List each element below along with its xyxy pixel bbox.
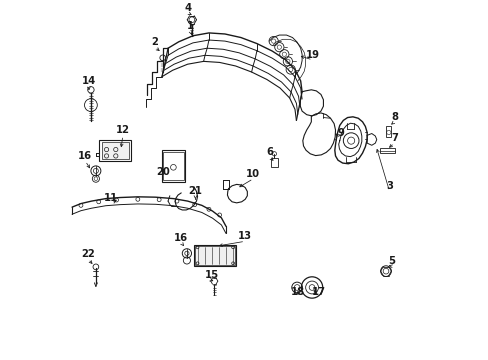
Text: 13: 13	[238, 231, 252, 241]
Text: 16: 16	[174, 233, 188, 243]
Text: 2: 2	[151, 37, 158, 47]
Text: 20: 20	[156, 167, 170, 177]
Bar	[385, 126, 390, 137]
Text: 22: 22	[81, 249, 95, 259]
Text: 12: 12	[116, 125, 129, 135]
Bar	[163, 152, 183, 180]
Bar	[271, 158, 277, 167]
Text: 4: 4	[183, 3, 191, 13]
Text: 3: 3	[385, 181, 392, 192]
Bar	[194, 245, 236, 266]
Text: 9: 9	[337, 128, 344, 138]
Text: 11: 11	[104, 193, 118, 203]
Text: 6: 6	[266, 147, 273, 157]
Text: 5: 5	[387, 256, 395, 266]
Bar	[195, 246, 234, 265]
Bar	[99, 140, 131, 161]
Text: 18: 18	[290, 287, 304, 297]
Text: 17: 17	[311, 287, 325, 297]
Text: 15: 15	[204, 270, 218, 280]
Text: 21: 21	[188, 186, 202, 197]
Bar	[102, 142, 129, 159]
Text: 16: 16	[78, 151, 92, 161]
Text: 7: 7	[390, 133, 397, 143]
Bar	[379, 148, 394, 153]
Text: 14: 14	[81, 76, 96, 86]
Bar	[162, 150, 185, 181]
Text: 1: 1	[186, 22, 194, 31]
Text: 8: 8	[390, 112, 397, 122]
Text: 10: 10	[246, 169, 260, 179]
Text: 19: 19	[305, 50, 319, 60]
